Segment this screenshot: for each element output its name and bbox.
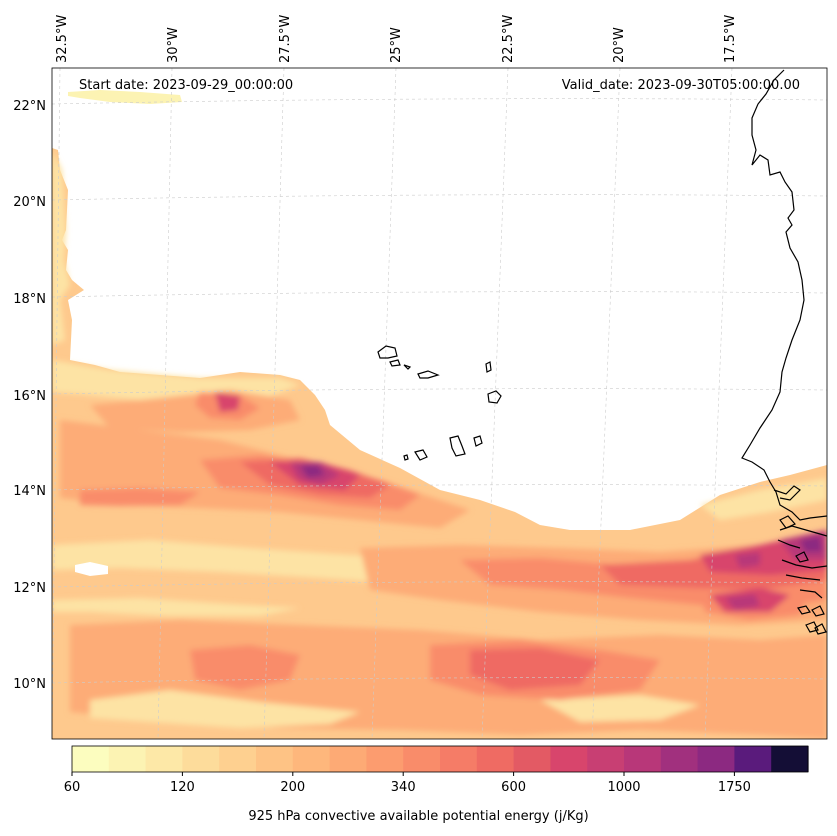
cape-verde-sao-nicolau bbox=[417, 370, 440, 379]
lon-label: 25°W bbox=[389, 27, 404, 63]
cape-verde-santo-antao bbox=[377, 345, 398, 359]
cape-purple-core-northeast bbox=[735, 552, 760, 568]
cape-strip-northwest bbox=[68, 90, 182, 104]
colorbar-swatch bbox=[771, 746, 809, 772]
colorbar-tick-label: 1000 bbox=[607, 780, 640, 795]
lat-label: 10°N bbox=[13, 677, 46, 692]
colorbar-tick-label: 200 bbox=[280, 780, 305, 795]
longitude-labels: 32.5°W 30°W 27.5°W 25°W 22.5°W 20°W 17.5… bbox=[55, 15, 738, 63]
cape-salmon-patch-west bbox=[80, 488, 200, 506]
colorbar-tick-label: 1750 bbox=[718, 780, 751, 795]
coastlines bbox=[377, 69, 827, 635]
colorbar-swatch bbox=[587, 746, 625, 772]
cape-light-patch-south bbox=[90, 690, 360, 728]
colorbar-swatch bbox=[72, 746, 110, 772]
cape-light-band-east bbox=[700, 478, 827, 520]
lon-label: 22.5°W bbox=[501, 15, 516, 63]
cape-verde-maio bbox=[473, 435, 483, 447]
lat-label: 18°N bbox=[13, 292, 46, 307]
cape-darkest-core-east bbox=[800, 536, 822, 552]
colorbar-ticks: 60 120 200 340 600 1000 1750 bbox=[64, 772, 751, 795]
colorbar-swatch bbox=[108, 746, 147, 772]
colorbar-swatch bbox=[513, 746, 551, 772]
cape-light-patch-southeast bbox=[540, 695, 700, 722]
gridlines bbox=[52, 68, 827, 739]
lon-label: 20°W bbox=[612, 27, 627, 63]
colorbar-label: 925 hPa convective available potential e… bbox=[248, 809, 589, 824]
west-africa-coastline bbox=[741, 69, 827, 521]
lat-label: 20°N bbox=[13, 195, 46, 210]
colorbar-swatch bbox=[550, 746, 588, 772]
colorbar-swatch bbox=[403, 746, 441, 772]
cape-verde-fogo bbox=[414, 449, 428, 461]
cape-purple-core-east-lower bbox=[725, 594, 760, 610]
gambia-estuary bbox=[773, 485, 801, 501]
lat-label: 22°N bbox=[13, 99, 46, 114]
bijagos-islands bbox=[797, 605, 827, 635]
cape-verde-santiago bbox=[449, 435, 466, 457]
colorbar-tick-label: 340 bbox=[391, 780, 416, 795]
lon-label: 30°W bbox=[166, 27, 181, 63]
lon-label: 17.5°W bbox=[723, 15, 738, 63]
colorbar-tick-label: 600 bbox=[501, 780, 526, 795]
cape-darkest-core-belt bbox=[300, 465, 325, 478]
colorbar-swatch bbox=[366, 746, 404, 772]
colorbar-swatch bbox=[329, 746, 367, 772]
cape-light-band-bottom bbox=[52, 598, 300, 616]
cape-verde-islet bbox=[403, 364, 412, 370]
colorbar-swatch bbox=[219, 746, 257, 772]
colorbar-tick-label: 120 bbox=[170, 780, 195, 795]
colorbar-swatch bbox=[697, 746, 735, 772]
colorbar-swatch bbox=[145, 746, 183, 772]
colorbar-swatch bbox=[440, 746, 478, 772]
colorbar-tick-label: 60 bbox=[64, 780, 81, 795]
colorbar-swatch bbox=[256, 746, 294, 772]
start-date-label: Start date: 2023-09-29_00:00:00 bbox=[79, 78, 294, 93]
lon-label: 27.5°W bbox=[278, 15, 293, 63]
colorbar-swatch bbox=[292, 746, 331, 772]
lat-label: 16°N bbox=[13, 389, 46, 404]
colorbar-swatch bbox=[660, 746, 699, 772]
colorbar bbox=[72, 746, 809, 772]
cape-field bbox=[52, 90, 827, 739]
cape-verde-sal bbox=[485, 361, 492, 373]
lon-label: 32.5°W bbox=[55, 15, 70, 63]
latitude-labels: 22°N 20°N 18°N 16°N 14°N 12°N 10°N bbox=[13, 99, 46, 692]
colorbar-swatch bbox=[476, 746, 515, 772]
cape-verde-boa-vista bbox=[487, 390, 502, 404]
colorbar-swatch bbox=[624, 746, 662, 772]
map-frame bbox=[51, 67, 828, 740]
colorbar-swatch bbox=[182, 746, 220, 772]
cape-gap-west bbox=[75, 562, 108, 576]
cape-rose-core-north bbox=[215, 392, 240, 412]
cape-salmon-patch-south bbox=[190, 645, 300, 690]
cape-verde-brava bbox=[403, 454, 409, 461]
colorbar-swatch bbox=[734, 746, 772, 772]
cape-light-band-west bbox=[52, 150, 70, 345]
lat-label: 12°N bbox=[13, 581, 46, 596]
guinea-bissau-coast bbox=[777, 525, 827, 599]
lat-label: 14°N bbox=[13, 484, 46, 499]
cape-coral-core-southeast bbox=[470, 648, 600, 690]
cape-verde-sao-vicente bbox=[389, 359, 401, 367]
colorbar-frame bbox=[71, 745, 809, 773]
senegal-inland bbox=[779, 515, 809, 563]
valid-date-label: Valid_date: 2023-09-30T05:00:00.00 bbox=[561, 78, 800, 93]
